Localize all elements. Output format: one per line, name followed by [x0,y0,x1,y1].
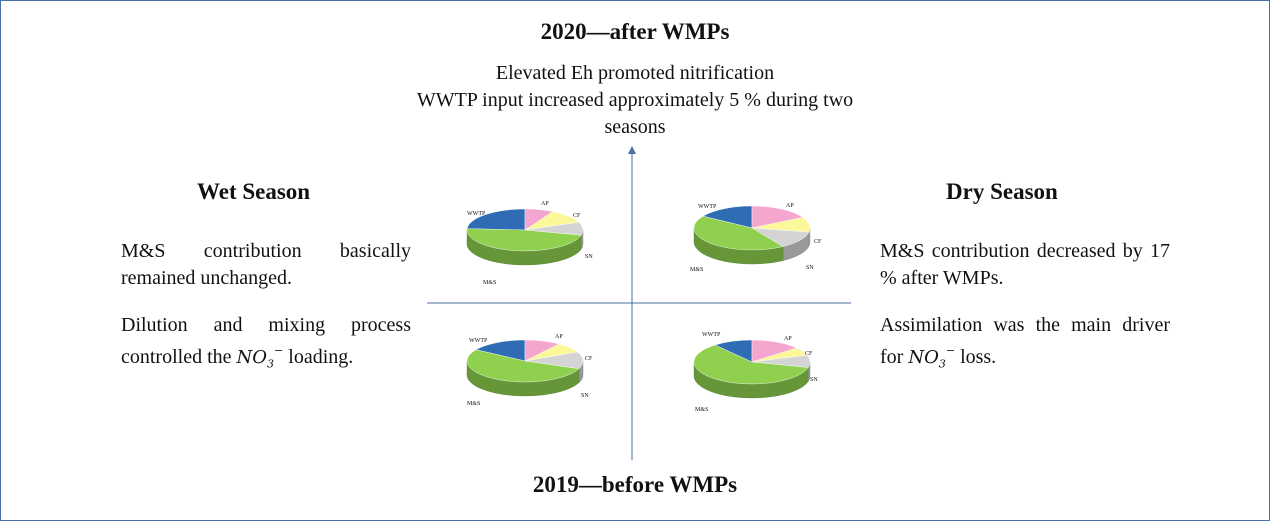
pie-label-sn: SN [806,265,814,271]
pie-label-cf: CF [585,356,593,362]
pie-wet-2019: WWTP AP CF SN M&S [466,334,593,407]
nitrate-formula: NO3− [236,344,284,371]
note-wwtp-increase: WWTP input increased approximately 5 % d… [416,89,854,138]
pie-label-mands: M&S [467,401,480,407]
pie-label-wwtp: WWTP [469,338,488,344]
pie-slice-wwtp [702,205,753,229]
pie-wet-2020: WWTP AP CF SN M&S [466,201,593,286]
pie-label-ap: AP [541,201,549,207]
pie-slice-wwtp [466,208,526,231]
pie-label-sn: SN [581,393,589,399]
wet-note-dilution-text: Dilution and mixing process controlled t… [121,314,411,368]
pie-slice-wwtp [475,339,526,362]
pie-slice-ap [751,339,798,363]
pie-label-cf: CF [814,239,822,245]
pie-label-ap: AP [786,203,794,209]
pie-slice-mands [693,215,784,251]
pie-label-mands: M&S [483,280,496,286]
pie-dry-2019: WWTP AP CF SN M&S [693,332,818,413]
pie-slice-mands [693,344,809,385]
pie-label-wwtp: WWTP [702,332,721,338]
pie-label-cf: CF [805,351,813,357]
pie-slice-mands [466,228,582,252]
pie-label-sn: SN [585,254,593,260]
dry-note-ms: M&S contribution decreased by 17 % after… [880,240,1170,289]
pie-slice-mands [466,349,580,383]
note-nitrification: Elevated Eh promoted nitrification [495,62,775,84]
top-notes: Elevated Eh promoted nitrification WWTP … [400,60,870,141]
pie-slice-ap [751,205,804,229]
pie-label-mands: M&S [690,267,703,273]
nitrate-formula: NO3− [908,344,956,371]
dry-note-assimilation: Assimilation was the main driver for NO3… [880,312,1170,378]
pie-label-ap: AP [784,336,792,342]
title-before: 2019—before WMPs [532,472,738,497]
pie-label-ap: AP [555,334,563,340]
wet-note-dilution: Dilution and mixing process controlled t… [121,312,411,378]
title-after: 2020—after WMPs [540,19,730,44]
pie-label-cf: CF [573,213,581,219]
dry-note-assimilation-end: loss. [955,346,997,368]
pie-label-wwtp: WWTP [467,211,486,217]
wet-season-heading: Wet Season [197,179,311,204]
dry-note-assimilation-text: Assimilation was the main driver for [880,314,1170,368]
wet-note-ms: M&S contribution basically remained unch… [121,240,411,289]
pie-label-sn: SN [810,377,818,383]
pie-label-mands: M&S [695,407,708,413]
pie-dry-2020: WWTP AP CF SN M&S [690,203,822,273]
pie-label-wwtp: WWTP [698,204,717,210]
dry-season-heading: Dry Season [946,179,1058,204]
wet-note-dilution-end: loading. [283,346,354,368]
